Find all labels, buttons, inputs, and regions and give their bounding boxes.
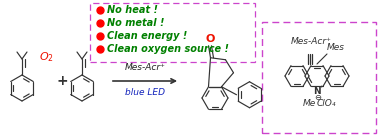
Text: Mes-Acr⁺: Mes-Acr⁺ xyxy=(291,38,332,47)
Text: ⊖: ⊖ xyxy=(314,94,322,103)
Text: blue LED: blue LED xyxy=(125,88,165,97)
Text: Clean energy !: Clean energy ! xyxy=(107,31,187,41)
Text: O: O xyxy=(206,34,215,44)
Text: ⁺: ⁺ xyxy=(319,86,323,92)
Text: +: + xyxy=(56,74,68,88)
Text: No heat !: No heat ! xyxy=(107,5,158,15)
Text: N: N xyxy=(313,86,321,95)
Text: Mes-Acr⁺: Mes-Acr⁺ xyxy=(125,63,166,72)
Text: Mes: Mes xyxy=(327,44,345,52)
Text: $O_2$: $O_2$ xyxy=(39,50,53,64)
Text: ClO₄: ClO₄ xyxy=(316,100,336,109)
Text: Me: Me xyxy=(302,100,316,109)
Text: Clean oxygen source !: Clean oxygen source ! xyxy=(107,44,229,54)
Text: No metal !: No metal ! xyxy=(107,18,164,28)
FancyBboxPatch shape xyxy=(90,3,255,62)
FancyBboxPatch shape xyxy=(262,22,376,133)
